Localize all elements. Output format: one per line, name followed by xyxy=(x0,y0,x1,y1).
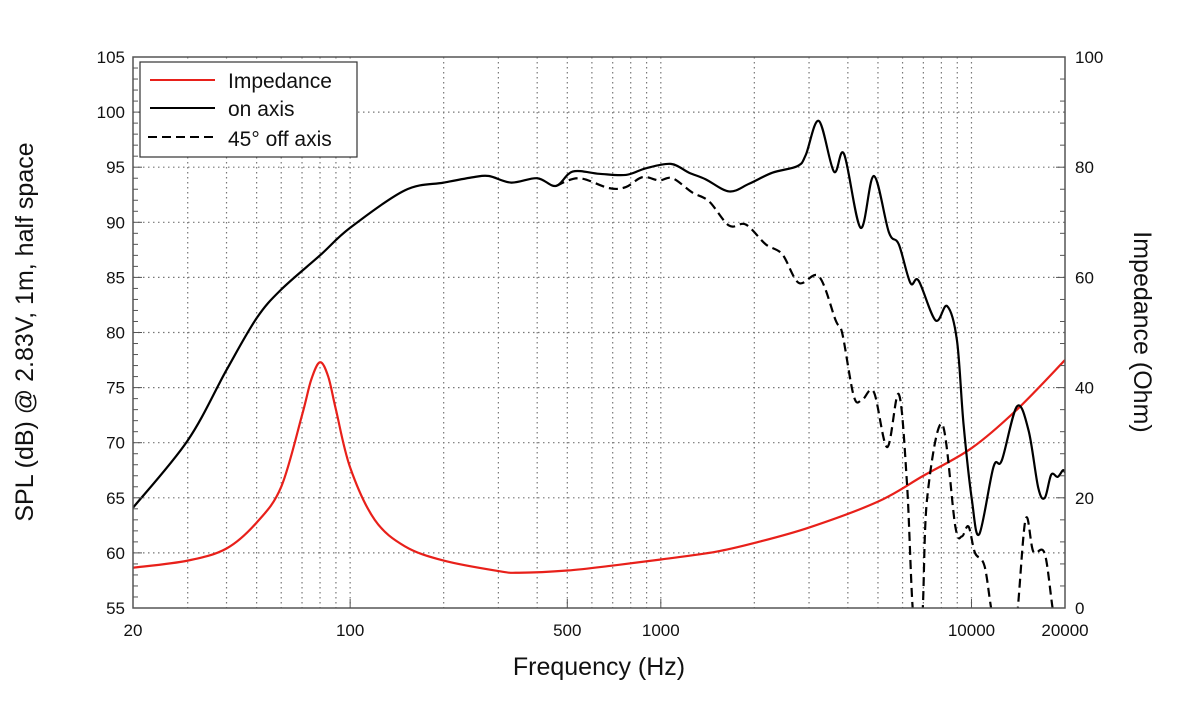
y-tick-label: 105 xyxy=(97,48,125,67)
x-tick-label: 1000 xyxy=(642,621,680,640)
y-tick-label: 85 xyxy=(106,268,125,287)
ticks: 55 60 65 70 75 80 85 90 95 100 105 0 20 40 60 80 100 20 10… xyxy=(97,48,1104,640)
y2-tick-label: 20 xyxy=(1075,489,1094,508)
y-tick-label: 100 xyxy=(97,103,125,122)
series-group xyxy=(133,119,1065,608)
x-axis-title: Frequency (Hz) xyxy=(513,653,685,681)
series-line-impedance xyxy=(133,359,1065,574)
x-tick-label: 20000 xyxy=(1041,621,1088,640)
y2-tick-label: 0 xyxy=(1075,599,1084,618)
y-tick-label: 55 xyxy=(106,599,125,618)
y2-axis-title: Impedance (Ohm) xyxy=(1128,231,1156,432)
y2-tick-label: 80 xyxy=(1075,158,1094,177)
grid xyxy=(133,57,1065,608)
y2-tick-label: 60 xyxy=(1075,268,1094,287)
y-tick-label: 75 xyxy=(106,379,125,398)
y2-tick-label: 100 xyxy=(1075,48,1103,67)
x-tick-label: 20 xyxy=(124,621,143,640)
series-line-off-axis xyxy=(555,175,1054,608)
legend-label-impedance: Impedance xyxy=(228,70,332,93)
x-tick-label: 100 xyxy=(336,621,364,640)
y-tick-label: 60 xyxy=(106,544,125,563)
y-tick-label: 95 xyxy=(106,158,125,177)
y-tick-label: 70 xyxy=(106,434,125,453)
y2-tick-label: 40 xyxy=(1075,379,1094,398)
series-line-on-axis xyxy=(133,119,1065,537)
legend-label-off-axis: 45° off axis xyxy=(228,128,332,151)
legend: Impedance on axis 45° off axis xyxy=(139,61,358,158)
x-tick-label: 500 xyxy=(553,621,581,640)
y-tick-label: 65 xyxy=(106,489,125,508)
y-axis-title: SPL (dB) @ 2.83V, 1m, half space xyxy=(11,142,39,521)
x-tick-label: 10000 xyxy=(948,621,995,640)
y-tick-label: 80 xyxy=(106,324,125,343)
y-tick-label: 90 xyxy=(106,213,125,232)
legend-label-on-axis: on axis xyxy=(228,98,295,121)
